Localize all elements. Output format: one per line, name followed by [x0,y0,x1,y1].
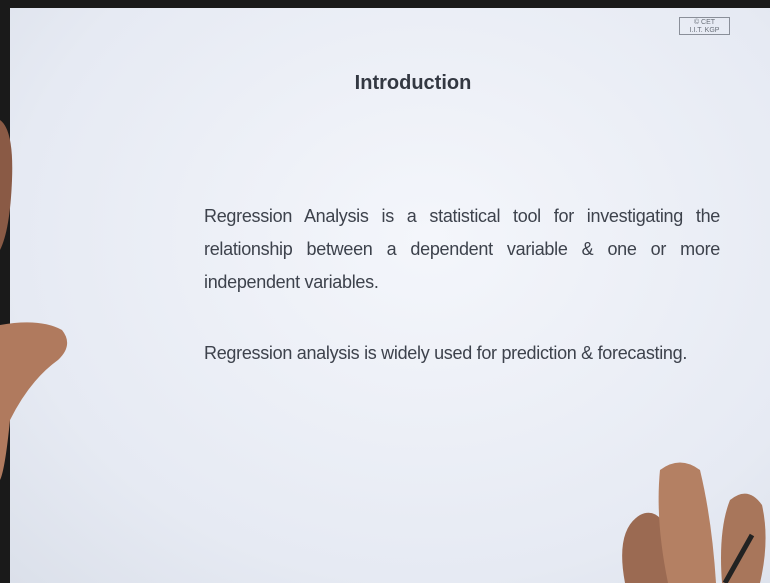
finger-right-3 [721,494,766,583]
finger-left-top [0,120,12,250]
finger-left [0,322,67,480]
page: © CET I.I.T. KGP Introduction Regression… [0,0,770,583]
hands [0,0,770,583]
finger-right-2 [659,463,716,583]
